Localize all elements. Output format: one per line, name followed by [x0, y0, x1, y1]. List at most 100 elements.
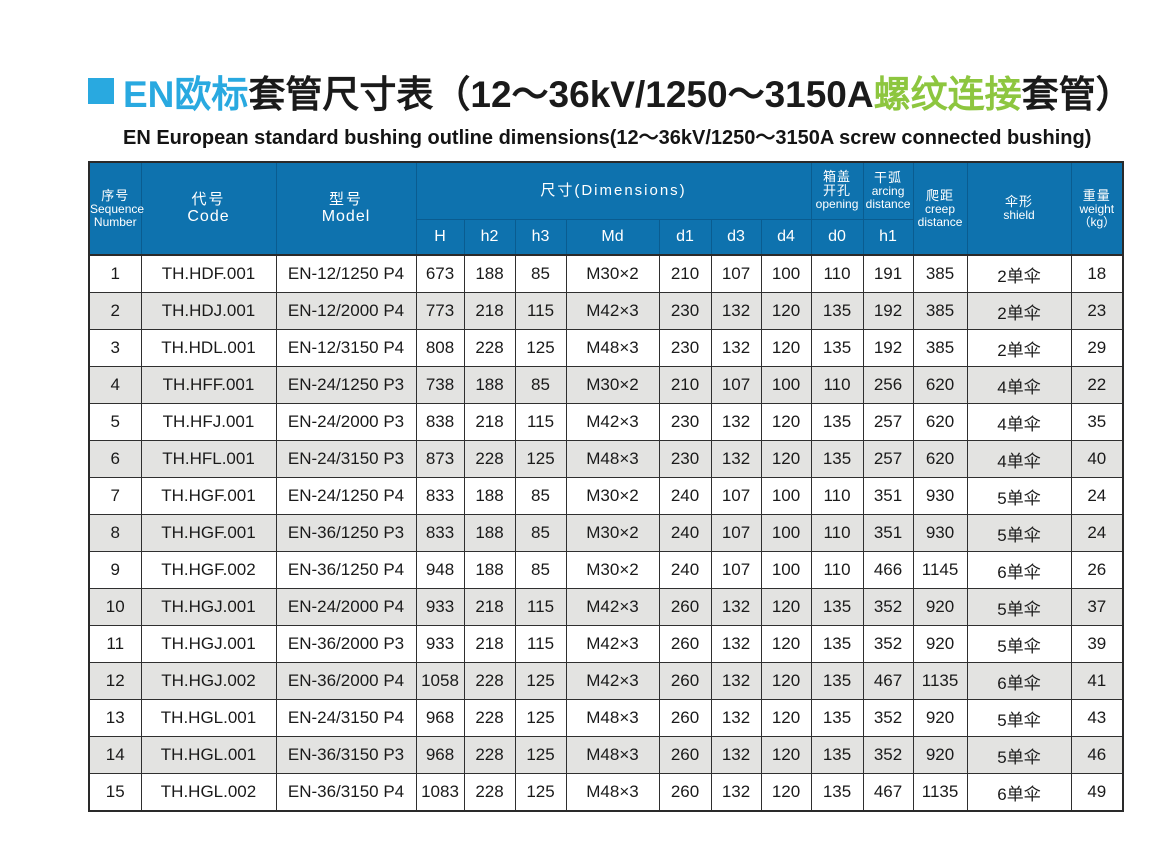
col-header-creep: 爬距 creep distance [912, 161, 968, 256]
table-cell: 125 [514, 440, 567, 478]
table-row: 11 TH.HGJ.001 EN-36/2000 P3 933 218 115 M42×3 2… [88, 625, 1124, 663]
table-cell: M30×2 [565, 551, 660, 589]
table-cell: 18 [1070, 254, 1124, 293]
col-header-model-en: Model [321, 208, 371, 225]
table-cell: 385 [912, 254, 968, 293]
table-row: 6 TH.HFL.001 EN-24/3150 P3 873 228 125 M48×3 23… [88, 440, 1124, 478]
table-cell: EN-36/1250 P3 [275, 514, 417, 552]
table-cell: EN-36/1250 P4 [275, 551, 417, 589]
table-cell: 673 [415, 254, 465, 293]
table-cell: 85 [514, 514, 567, 552]
table-cell: 188 [463, 551, 516, 589]
table-cell: EN-36/3150 P4 [275, 773, 417, 812]
table-cell: 385 [912, 292, 968, 330]
table-cell: 125 [514, 736, 567, 774]
table-row: 2 TH.HDJ.001 EN-12/2000 P4 773 218 115 M42×3 23… [88, 292, 1124, 330]
table-cell: 6单伞 [966, 773, 1072, 812]
table-row: 1 TH.HDF.001 EN-12/1250 P4 673 188 85 M30×2 210… [88, 254, 1124, 293]
table-cell: 260 [658, 588, 712, 626]
table-row: 8 TH.HGF.001 EN-36/1250 P3 833 188 85 M30×2 240… [88, 514, 1124, 552]
table-cell: TH.HGL.001 [140, 699, 277, 737]
table-cell: TH.HGF.001 [140, 514, 277, 552]
table-cell: 107 [710, 551, 762, 589]
table-cell: 132 [710, 736, 762, 774]
table-cell: 107 [710, 477, 762, 515]
table-cell: 125 [514, 662, 567, 700]
table-cell: 4单伞 [966, 366, 1072, 404]
page-title-text: EN欧标套管尺寸表（12～36kV/1250～3150A螺纹连接套管） [123, 64, 1133, 118]
col-group-dimensions: 尺寸(Dimensions) [415, 161, 812, 220]
table-cell: 37 [1070, 588, 1124, 626]
table-cell: 115 [514, 588, 567, 626]
table-row: 14 TH.HGL.001 EN-36/3150 P3 968 228 125 M48×3 2… [88, 736, 1124, 774]
table-cell: 120 [760, 625, 812, 663]
table-cell: EN-36/2000 P4 [275, 662, 417, 700]
table-header: 序号 Sequence Number 代号 Code 型号 Model 尺寸(D… [88, 161, 1124, 256]
table-cell: 13 [88, 699, 142, 737]
col-header-arcing: 干弧 arcing distance [862, 161, 914, 220]
table-cell: 107 [710, 514, 762, 552]
table-cell: 3 [88, 329, 142, 367]
table-cell: 132 [710, 625, 762, 663]
col-header-shield: 伞形 shield [966, 161, 1072, 256]
table-cell: 120 [760, 736, 812, 774]
table-cell: 240 [658, 551, 712, 589]
table-cell: 920 [912, 625, 968, 663]
table-cell: 115 [514, 625, 567, 663]
table-cell: 135 [810, 588, 864, 626]
col-header-shield-zh: 伞形 [1005, 194, 1034, 209]
table-cell: 4 [88, 366, 142, 404]
table-cell: 352 [862, 736, 914, 774]
table-cell: 210 [658, 254, 712, 293]
table-cell: 6单伞 [966, 662, 1072, 700]
table-cell: 107 [710, 254, 762, 293]
col-header-shield-en: shield [1003, 208, 1035, 222]
col-header-code-en: Code [187, 208, 230, 225]
table-cell: 228 [463, 662, 516, 700]
table-cell: 385 [912, 329, 968, 367]
table-cell: 930 [912, 514, 968, 552]
table-cell: 135 [810, 699, 864, 737]
subcol-H: H [415, 218, 465, 256]
table-cell: M42×3 [565, 588, 660, 626]
table-cell: M30×2 [565, 366, 660, 404]
table-cell: 132 [710, 292, 762, 330]
subcol-h3: h3 [514, 218, 567, 256]
table-cell: 43 [1070, 699, 1124, 737]
table-cell: TH.HGF.002 [140, 551, 277, 589]
col-header-weight: 重量 weight （kg） [1070, 161, 1124, 256]
table-cell: 228 [463, 736, 516, 774]
table-cell: TH.HDF.001 [140, 254, 277, 293]
table-cell: 120 [760, 662, 812, 700]
table-cell: 1058 [415, 662, 465, 700]
table-cell: 120 [760, 292, 812, 330]
table-cell: 1 [88, 254, 142, 293]
table-cell: 110 [810, 551, 864, 589]
table-cell: 5 [88, 403, 142, 441]
table-cell: M48×3 [565, 329, 660, 367]
table-cell: 39 [1070, 625, 1124, 663]
table-cell: M30×2 [565, 254, 660, 293]
table-cell: 1083 [415, 773, 465, 812]
table-cell: 125 [514, 773, 567, 812]
table-cell: 120 [760, 588, 812, 626]
col-header-code: 代号 Code [140, 161, 277, 256]
table-row: 12 TH.HGJ.002 EN-36/2000 P4 1058 228 125 M42×3… [88, 662, 1124, 700]
table-cell: EN-36/3150 P3 [275, 736, 417, 774]
table-cell: 256 [862, 366, 914, 404]
bushing-dimensions-table: 序号 Sequence Number 代号 Code 型号 Model 尺寸(D… [88, 161, 1125, 812]
table-cell: 41 [1070, 662, 1124, 700]
table-cell: 110 [810, 366, 864, 404]
table-cell: TH.HGL.001 [140, 736, 277, 774]
table-cell: 352 [862, 625, 914, 663]
table-cell: 132 [710, 773, 762, 812]
table-cell: 9 [88, 551, 142, 589]
page-subtitle: EN European standard bushing outline dim… [123, 127, 1092, 149]
table-cell: TH.HFJ.001 [140, 403, 277, 441]
table-cell: 260 [658, 699, 712, 737]
table-cell: 85 [514, 551, 567, 589]
table-cell: TH.HGF.001 [140, 477, 277, 515]
table-cell: 188 [463, 514, 516, 552]
table-cell: 120 [760, 773, 812, 812]
table-cell: 40 [1070, 440, 1124, 478]
